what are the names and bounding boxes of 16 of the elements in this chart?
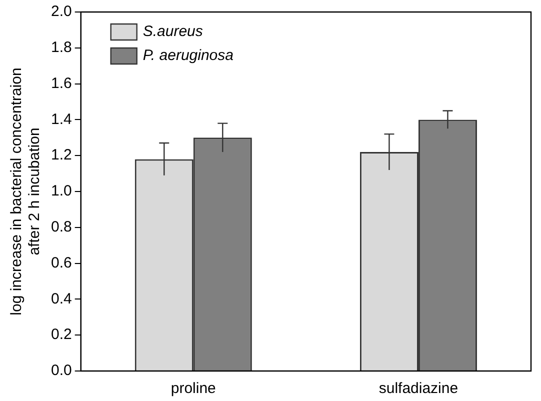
- y-tick-label: 0.0: [50, 362, 72, 380]
- y-tick-label: 1.6: [50, 74, 72, 92]
- y-tick-label: 0.8: [50, 218, 72, 236]
- y-tick-label: 2.0: [50, 3, 72, 20]
- y-axis-title: log increase in bacterial concentraion after 2 h incubation: [8, 68, 44, 316]
- y-tick-label: 1.4: [50, 110, 72, 128]
- legend-label: P. aeruginosa: [142, 47, 234, 64]
- y-tick-label: 0.2: [50, 326, 72, 344]
- y-tick-label: 1.8: [50, 39, 72, 56]
- y-tick-label: 0.4: [50, 290, 72, 308]
- y-tick-label: 1.2: [50, 146, 72, 164]
- y-tick-label: 0.6: [50, 254, 72, 272]
- x-tick-label: proline: [170, 380, 216, 398]
- x-tick-label: sulfadiazine: [378, 380, 458, 398]
- legend-label: S.aureus: [142, 23, 204, 40]
- y-tick-label: 1.0: [50, 182, 72, 200]
